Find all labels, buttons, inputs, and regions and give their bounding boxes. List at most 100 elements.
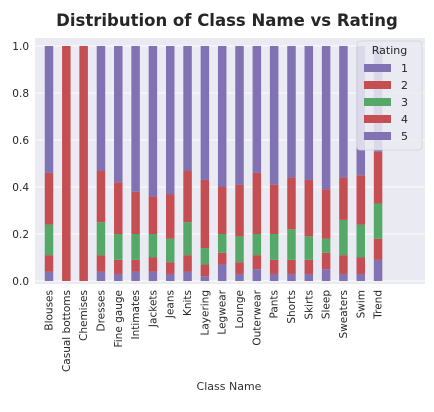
bar-segment-rating-4 <box>183 170 192 223</box>
bar-segment-rating-1 <box>200 276 210 281</box>
x-tick-label: Sweaters <box>338 290 350 339</box>
x-tick-label: Casual bottoms <box>61 290 73 372</box>
y-tick-label: 0.8 <box>12 88 29 100</box>
bar-segment-rating-3 <box>269 234 279 260</box>
x-tick-label: Jeans <box>165 290 177 319</box>
bar-segment-rating-5 <box>148 46 158 197</box>
bar-segment-rating-4 <box>200 179 210 249</box>
legend-label: 4 <box>401 113 408 126</box>
bar-segment-rating-2 <box>356 257 366 274</box>
bar-segment-rating-4 <box>79 46 88 281</box>
y-tick-labels: 0.0 0.2 0.4 0.6 0.8 1.0 <box>12 41 29 288</box>
bar-segment-rating-4 <box>62 46 71 281</box>
x-tick-label: Legwear <box>217 289 229 334</box>
bar-segment-rating-1 <box>269 273 279 281</box>
bar-segment-rating-3 <box>131 234 140 260</box>
bar-segment-rating-5 <box>269 46 279 185</box>
bar-segment-rating-2 <box>96 255 106 272</box>
legend: Rating 1 2 3 4 5 <box>356 40 423 151</box>
bar-segment-rating-4 <box>217 187 227 234</box>
bar-segment-rating-1 <box>339 273 348 281</box>
legend-swatch-rating-4 <box>364 115 391 123</box>
bar-segment-rating-4 <box>356 175 366 225</box>
legend-swatch-rating-2 <box>364 81 391 89</box>
x-tick-label: Pants <box>269 290 281 319</box>
x-tick-label: Dresses <box>95 290 107 332</box>
bar-segment-rating-1 <box>217 264 227 281</box>
bar-segment-rating-5 <box>44 46 54 173</box>
y-tick-label: 0.4 <box>12 182 29 194</box>
legend-label: 2 <box>401 79 408 92</box>
bar-segment-rating-3 <box>304 236 314 260</box>
chart-title: Distribution of Class Name vs Rating <box>56 11 398 30</box>
bar-segment-rating-1 <box>114 273 123 281</box>
bar-segment-rating-5 <box>114 46 123 183</box>
bar-segment-rating-5 <box>235 46 244 185</box>
bar-segment-rating-4 <box>321 189 331 239</box>
bar-segment-rating-5 <box>252 46 262 173</box>
bar-segment-rating-2 <box>183 255 192 272</box>
x-tick-label: Lounge <box>234 290 246 329</box>
bar-segment-rating-1 <box>183 271 192 281</box>
x-tick-label: Shorts <box>286 290 298 324</box>
bar-segment-rating-3 <box>200 248 210 265</box>
x-tick-label: Knits <box>182 290 194 316</box>
bar-segment-rating-5 <box>217 46 227 187</box>
bar-segment-rating-1 <box>235 273 244 281</box>
legend-swatch-rating-1 <box>364 64 391 72</box>
x-tick-label: Jackets <box>147 290 159 328</box>
legend-label: 5 <box>401 130 408 143</box>
y-tick-label: 0.6 <box>12 135 29 147</box>
bar-segment-rating-5 <box>131 46 140 192</box>
x-tick-label: Layering <box>199 290 211 336</box>
bar-segment-rating-4 <box>114 182 123 234</box>
bar-segment-rating-2 <box>235 262 244 274</box>
bar-segment-rating-3 <box>252 234 262 256</box>
bar-segment-rating-4 <box>165 194 175 239</box>
bar-segment-rating-3 <box>356 224 366 258</box>
bar-segment-rating-4 <box>287 177 296 230</box>
bar-segment-rating-1 <box>304 273 314 281</box>
bar-segment-rating-1 <box>373 259 383 281</box>
x-tick-label: Chemises <box>78 290 90 341</box>
bar-segment-rating-5 <box>183 46 192 171</box>
bar-segment-rating-3 <box>44 224 54 256</box>
bar-segment-rating-4 <box>304 179 314 237</box>
x-tick-label: Swim <box>355 290 367 318</box>
bar-segment-rating-4 <box>235 184 244 237</box>
bar-segment-rating-1 <box>165 273 175 281</box>
legend-swatch-rating-3 <box>364 98 391 106</box>
bar-segment-rating-1 <box>252 269 262 281</box>
x-tick-label: Skirts <box>303 290 315 320</box>
bar-segment-rating-3 <box>148 234 158 258</box>
bar-segment-rating-2 <box>287 259 296 274</box>
bar-segment-rating-4 <box>373 151 383 204</box>
bar-segment-rating-2 <box>373 238 383 260</box>
bar-segment-rating-1 <box>44 271 54 281</box>
bar-segment-rating-4 <box>252 172 262 234</box>
bar-segment-rating-2 <box>217 252 227 265</box>
bar-segment-rating-1 <box>287 273 296 281</box>
x-tick-label: Intimates <box>130 290 142 340</box>
bar-segment-rating-3 <box>235 236 244 263</box>
bar-segment-rating-5 <box>321 46 331 190</box>
bar-segment-rating-1 <box>131 271 140 281</box>
bar-segment-rating-2 <box>114 259 123 274</box>
bar-segment-rating-5 <box>165 46 175 195</box>
bar-segment-rating-2 <box>131 259 140 272</box>
bar-segment-rating-3 <box>183 222 192 256</box>
bar-segment-rating-3 <box>217 234 227 253</box>
bar-segment-rating-3 <box>287 229 296 260</box>
y-tick-label: 1.0 <box>12 41 29 53</box>
bar-segment-rating-5 <box>287 46 296 178</box>
bar-segment-rating-5 <box>96 46 106 171</box>
bar-segment-rating-2 <box>304 259 314 274</box>
bar-segment-rating-4 <box>131 191 140 234</box>
bar-segment-rating-1 <box>356 273 366 281</box>
bar-segment-rating-3 <box>96 222 106 256</box>
bar-segment-rating-4 <box>148 196 158 234</box>
bar-segment-rating-2 <box>148 257 158 272</box>
bar-segment-rating-3 <box>165 238 175 263</box>
bar-segment-rating-2 <box>165 262 175 274</box>
bar-segment-rating-3 <box>321 238 331 253</box>
